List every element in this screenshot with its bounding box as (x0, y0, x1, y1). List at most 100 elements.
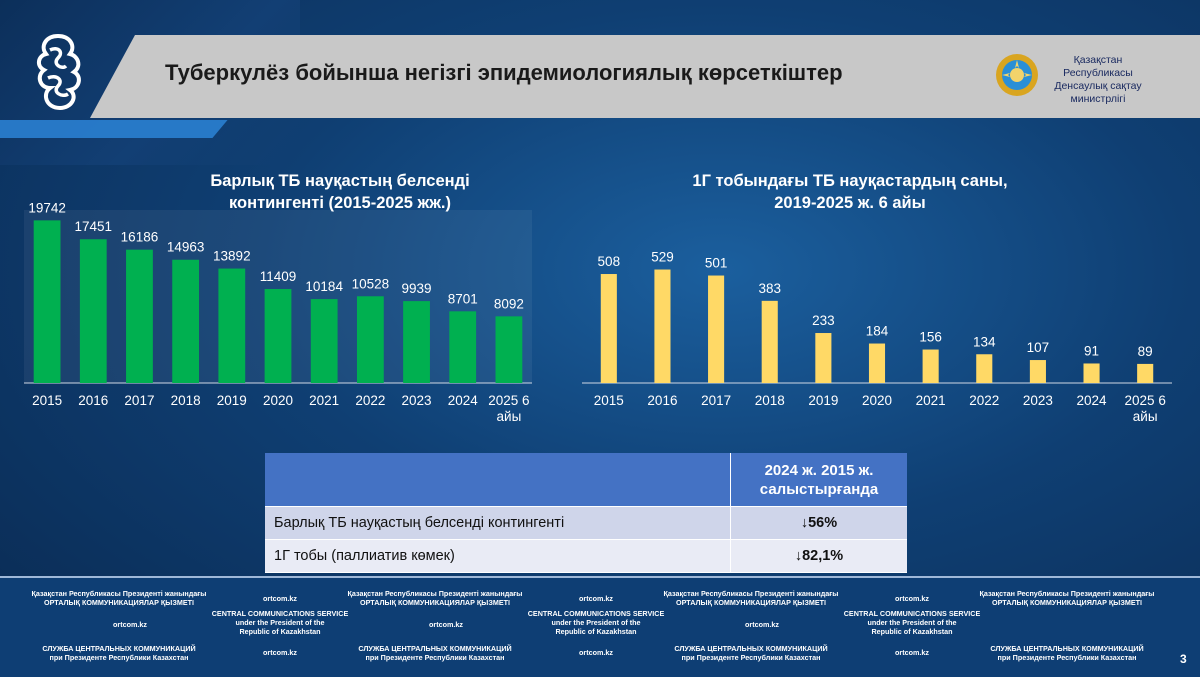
ministry-label: Қазақстан Республикасы Денсаулық сақтау … (1043, 54, 1153, 106)
chart-2-bar (922, 349, 939, 383)
chart-1-category-label: 2016 (78, 393, 108, 408)
footer-site-line: ortcom.kz (579, 594, 613, 603)
ministry-line-1: Қазақстан Республикасы (1063, 54, 1133, 79)
footer-ru-text-line: СЛУЖБА ЦЕНТРАЛЬНЫХ КОММУНИКАЦИЙ (358, 644, 512, 653)
chart-1-bar (33, 220, 61, 383)
chart-1-value-label: 10528 (352, 276, 390, 291)
chart-2-value-label: 184 (866, 324, 889, 339)
ministry-line-3: министрлігі (1070, 93, 1126, 105)
chart-1-category-label: 2024 (448, 393, 479, 408)
table-header-cell: 2024 ж. 2015 ж. салыстырғанда (730, 453, 907, 507)
footer-en-text-line: under the President of the (235, 618, 325, 627)
footer-kz-text-line: Қазақстан Республикасы Президенті жанынд… (979, 589, 1155, 598)
chart-1-value-label: 17451 (74, 219, 112, 234)
chart-1-bar (310, 299, 338, 383)
footer-kz-text-line: ОРТАЛЫҚ КОММУНИКАЦИЯЛАР ҚЫЗМЕТІ (43, 598, 195, 607)
chart-1-category-label: 2025 6 (488, 393, 529, 408)
chart-2-title-line-1: 1Г тобындағы ТБ науқастардың саны, (692, 172, 1008, 190)
footer-kz-text-line: ОРТАЛЫҚ КОММУНИКАЦИЯЛАР ҚЫЗМЕТІ (359, 598, 511, 607)
chart-2-value-label: 107 (1027, 340, 1050, 355)
footer-ru-text-line: при Президенте Республики Казахстан (49, 653, 189, 662)
footer-kz-text: Қазақстан Республикасы Президенті жанынд… (656, 589, 846, 607)
footer-site-line: ortcom.kz (113, 620, 147, 629)
chart-2-value-label: 501 (705, 256, 728, 271)
chart-2-bar (976, 354, 993, 383)
footer-site: ortcom.kz (882, 594, 942, 603)
chart-1-category-label: 2019 (217, 393, 247, 408)
footer-en-text-line: under the President of the (867, 618, 957, 627)
footer-en-text: CENTRAL COMMUNICATIONS SERVICE under the … (210, 609, 350, 636)
chart-1-value-label: 19742 (28, 200, 66, 215)
chart-2-bar (654, 269, 671, 383)
footer-en-text-line: under the President of the (551, 618, 641, 627)
comparison-table: 2024 ж. 2015 ж. салыстырғанда Барлық ТБ … (265, 453, 907, 573)
chart-1-category-label: 2022 (355, 393, 385, 408)
page-title: Туберкулёз бойынша негізгі эпидемиология… (165, 60, 843, 85)
footer-site: ortcom.kz (100, 620, 160, 629)
footer-site: ortcom.kz (250, 648, 310, 657)
table-row-label: Барлық ТБ науқастың белсенді контингенті (265, 506, 731, 540)
chart-2-bar (815, 333, 832, 383)
chart-2-value-label: 383 (758, 281, 781, 296)
snow-leopard-logo-icon (37, 33, 81, 111)
chart-2-title-line-2: 2019-2025 ж. 6 айы (774, 194, 926, 212)
footer-en-text-line: Republic of Kazakhstan (555, 627, 637, 636)
chart-1-value-label: 10184 (305, 279, 343, 294)
chart-2-bar (1137, 363, 1154, 383)
footer-ru-text: СЛУЖБА ЦЕНТРАЛЬНЫХ КОММУНИКАЦИЙ при Прези… (656, 644, 846, 662)
chart-1-title: Барлық ТБ науқастың белсенді контингенті… (150, 170, 530, 214)
footer-en-text-line: CENTRAL COMMUNICATIONS SERVICE (843, 609, 981, 618)
chart-2-value-label: 91 (1084, 343, 1099, 358)
chart-2-category-label: 2023 (1023, 393, 1053, 408)
chart-2-bar (868, 343, 886, 383)
chart-1-category-label: 2023 (402, 393, 432, 408)
footer-site-line: ortcom.kz (895, 594, 929, 603)
chart-2-bar (1029, 360, 1046, 383)
chart-1-category-label: 2021 (309, 393, 339, 408)
footer-en-text-line: CENTRAL COMMUNICATIONS SERVICE (527, 609, 665, 618)
chart-1-category-label: 2015 (32, 393, 62, 408)
chart-1-category-label-cont: айы (497, 409, 522, 424)
footer-site: ortcom.kz (882, 648, 942, 657)
footer-en-text-line: Republic of Kazakhstan (239, 627, 321, 636)
chart-1-bar (264, 289, 292, 383)
footer-en-text-line: CENTRAL COMMUNICATIONS SERVICE (211, 609, 349, 618)
chart-2-category-label: 2022 (969, 393, 999, 408)
chart-1-value-label: 8092 (494, 296, 524, 311)
chart-1-value-label: 8701 (448, 291, 478, 306)
chart-1-value-label: 9939 (402, 281, 432, 296)
chart-1-bar (356, 296, 384, 383)
footer-kz-text-line: ОРТАЛЫҚ КОММУНИКАЦИЯЛАР ҚЫЗМЕТІ (675, 598, 827, 607)
chart-1-category-label: 2018 (171, 393, 201, 408)
footer-site: ortcom.kz (732, 620, 792, 629)
footer-site-line: ortcom.kz (579, 648, 613, 657)
footer-kz-text-line: ОРТАЛЫҚ КОММУНИКАЦИЯЛАР ҚЫЗМЕТІ (991, 598, 1143, 607)
chart-2-category-label: 2019 (808, 393, 838, 408)
footer-site: ortcom.kz (566, 594, 626, 603)
footer-ru-text-line: при Президенте Республики Казахстан (997, 653, 1137, 662)
footer-ru-text: СЛУЖБА ЦЕНТРАЛЬНЫХ КОММУНИКАЦИЙ при Прези… (972, 644, 1162, 662)
chart-2-value-label: 233 (812, 313, 835, 328)
chart-1-bar (126, 249, 153, 383)
chart-1-bar (403, 301, 430, 383)
footer-ru-text-line: при Президенте Республики Казахстан (365, 653, 505, 662)
chart-1-bar (218, 268, 246, 383)
chart-2-category-label: 2018 (755, 393, 785, 408)
footer-ru-text-line: СЛУЖБА ЦЕНТРАЛЬНЫХ КОММУНИКАЦИЙ (42, 644, 196, 653)
footer-en-text: CENTRAL COMMUNICATIONS SERVICE under the … (526, 609, 666, 636)
footer-site-line: ortcom.kz (263, 594, 297, 603)
footer-ru-text: СЛУЖБА ЦЕНТРАЛЬНЫХ КОММУНИКАЦИЙ при Прези… (24, 644, 214, 662)
footer (0, 576, 1200, 677)
footer-site: ortcom.kz (566, 648, 626, 657)
chart-1-value-label: 13892 (213, 249, 251, 264)
footer-site-line: ortcom.kz (895, 648, 929, 657)
table-header-line-2: салыстырғанда (759, 480, 879, 498)
footer-ru-text-line: СЛУЖБА ЦЕНТРАЛЬНЫХ КОММУНИКАЦИЙ (674, 644, 828, 653)
chart-2-bar (708, 275, 725, 383)
chart-1-bar (172, 259, 200, 383)
footer-site: ortcom.kz (416, 620, 476, 629)
footer-en-text: CENTRAL COMMUNICATIONS SERVICE under the … (842, 609, 982, 636)
chart-1-category-label: 2017 (124, 393, 154, 408)
chart-2-bar (1083, 363, 1100, 383)
